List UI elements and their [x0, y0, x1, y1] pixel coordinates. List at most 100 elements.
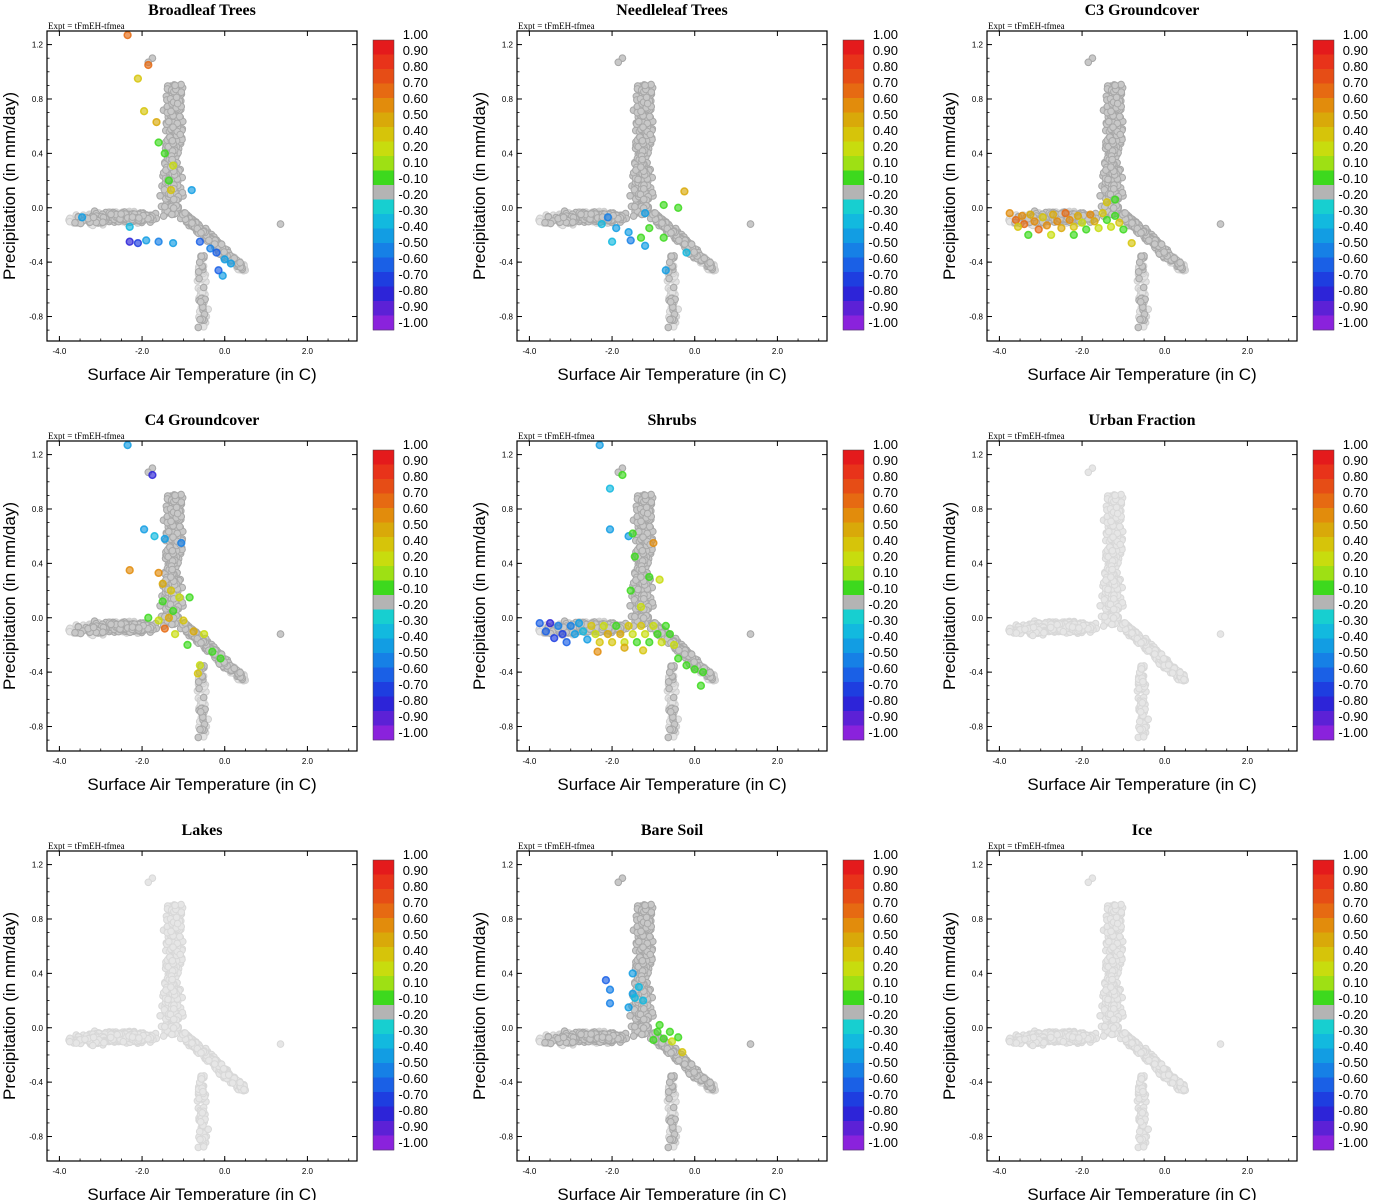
grey-point [635, 117, 643, 126]
colorbar-label: -0.70 [398, 267, 428, 282]
grey-point [169, 204, 178, 212]
colorbar-swatch [373, 112, 394, 128]
colorbar-swatch [373, 170, 394, 186]
grey-point [569, 218, 577, 226]
colored-point [168, 238, 178, 248]
expt-label: Expt = tFmEH-tfmea [988, 21, 1065, 31]
colorbar-label: 0.70 [403, 75, 428, 90]
grey-point [651, 209, 659, 217]
grey-point [156, 192, 164, 200]
grey-point [541, 218, 549, 227]
grey-point [637, 107, 645, 116]
x-tick-label: -4.0 [53, 347, 67, 356]
colorbar-label: -0.90 [398, 299, 428, 314]
grey-point [666, 298, 675, 306]
grey-point [638, 137, 647, 145]
colored-point [212, 248, 221, 257]
grey-point [197, 229, 205, 237]
grey-point [169, 123, 177, 131]
colorbar-label: 0.50 [403, 107, 428, 122]
colored-point [125, 237, 134, 246]
colored-point [680, 187, 689, 196]
colored-point [624, 228, 633, 237]
colorbar-label: -0.40 [868, 219, 898, 234]
grey-point [637, 163, 645, 171]
colorbar-label: -0.30 [868, 203, 898, 218]
grey-point [107, 210, 115, 219]
colorbar-label: 1.00 [403, 27, 428, 42]
colored-point [636, 233, 646, 242]
grey-point [196, 315, 204, 324]
colorbar-label: -0.50 [398, 235, 428, 250]
colorbar-swatch [373, 315, 394, 331]
colorbar-swatch [843, 199, 864, 215]
x-tick-label: 2.0 [302, 347, 314, 356]
grey-point [196, 298, 205, 306]
colorbar-swatch [843, 69, 864, 84]
colorbar-swatch [843, 272, 864, 287]
grey-point [658, 219, 666, 227]
grey-point [640, 185, 648, 193]
y-tick-label: -0.4 [29, 258, 43, 267]
colored-point [139, 107, 149, 116]
y-axis-label: Precipitation (in mm/day) [470, 92, 489, 280]
colored-point [661, 266, 670, 275]
grey-point [171, 81, 179, 90]
y-tick-label: -0.8 [499, 313, 513, 322]
colored-point [77, 213, 87, 222]
colorbar-label: 0.80 [873, 59, 898, 74]
colored-point [166, 185, 176, 195]
colorbar-swatch [843, 98, 864, 113]
colored-point [164, 176, 174, 185]
colorbar-swatch [843, 185, 864, 200]
grey-point [176, 130, 184, 139]
colorbar-label: -0.50 [868, 235, 898, 250]
colored-point [214, 266, 223, 275]
colorbar-swatch [843, 257, 864, 273]
grey-point [117, 210, 125, 218]
colored-point [603, 213, 613, 222]
grey-point [217, 240, 226, 249]
grey-point [167, 107, 175, 116]
colorbar-swatch [373, 272, 394, 287]
colored-point [226, 259, 236, 268]
grey-point [175, 112, 184, 121]
colorbar-swatch [843, 315, 864, 331]
colorbar-label: 0.70 [873, 75, 898, 90]
colored-point [133, 238, 143, 248]
grey-point [647, 88, 656, 96]
colorbar-label: 1.00 [873, 27, 898, 42]
panel-title: C3 Groundcover [1085, 2, 1200, 19]
grey-point [666, 315, 674, 324]
colorbar-label: 0.10 [873, 155, 898, 170]
colorbar-label: 0.60 [873, 91, 898, 106]
x-tick-label: 0.0 [689, 347, 701, 356]
colorbar-label: -0.80 [868, 283, 898, 298]
grey-point [195, 274, 203, 283]
colored-point [640, 241, 650, 250]
colored-point [154, 138, 163, 147]
x-tick-label: -4.0 [523, 347, 537, 356]
colorbar-label: -0.20 [398, 187, 428, 202]
colorbar-swatch [843, 127, 864, 142]
colorbar-swatch [373, 243, 394, 258]
grey-point [181, 209, 189, 217]
grey-point [690, 248, 698, 256]
grey-point [168, 210, 176, 219]
colorbar-swatch [373, 40, 394, 55]
colorbar-label: 0.90 [403, 43, 428, 58]
colored-point [659, 233, 668, 242]
colorbar-swatch [373, 98, 394, 113]
colored-point [142, 236, 151, 245]
x-tick-label: -2.0 [135, 347, 149, 356]
colorbar-label: -0.30 [398, 203, 428, 218]
grey-point [614, 58, 623, 67]
colorbar-swatch [843, 156, 864, 171]
colorbar-swatch [373, 199, 394, 215]
scatter-points [65, 31, 285, 332]
grey-point [638, 155, 647, 164]
